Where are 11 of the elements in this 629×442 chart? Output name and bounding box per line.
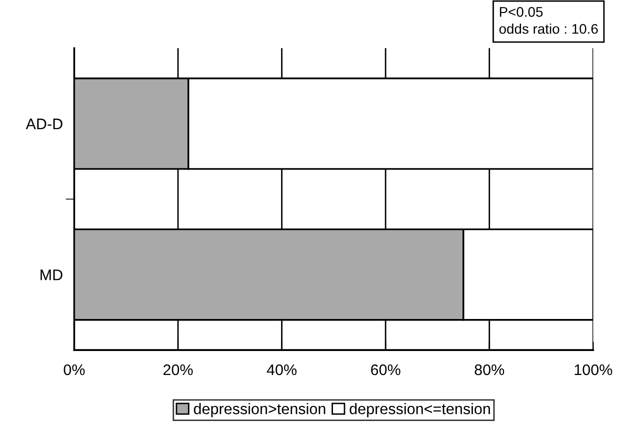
x-tick-label: 40%	[266, 364, 297, 376]
y-tick-label: AD-D	[26, 118, 62, 130]
legend-label: depression>tension	[194, 403, 326, 418]
x-tick-label: 80%	[474, 364, 504, 376]
text: P<0.05 odds ratio : 10.6	[499, 6, 598, 34]
x-tick-label: 60%	[371, 364, 400, 376]
x-tick-label: 20%	[163, 364, 193, 376]
legend-label: depression<=tension	[350, 403, 490, 418]
y-tick-label: MD	[40, 270, 62, 280]
x-tick-label: 0%	[64, 364, 85, 376]
x-tick-label: 100%	[574, 364, 612, 376]
